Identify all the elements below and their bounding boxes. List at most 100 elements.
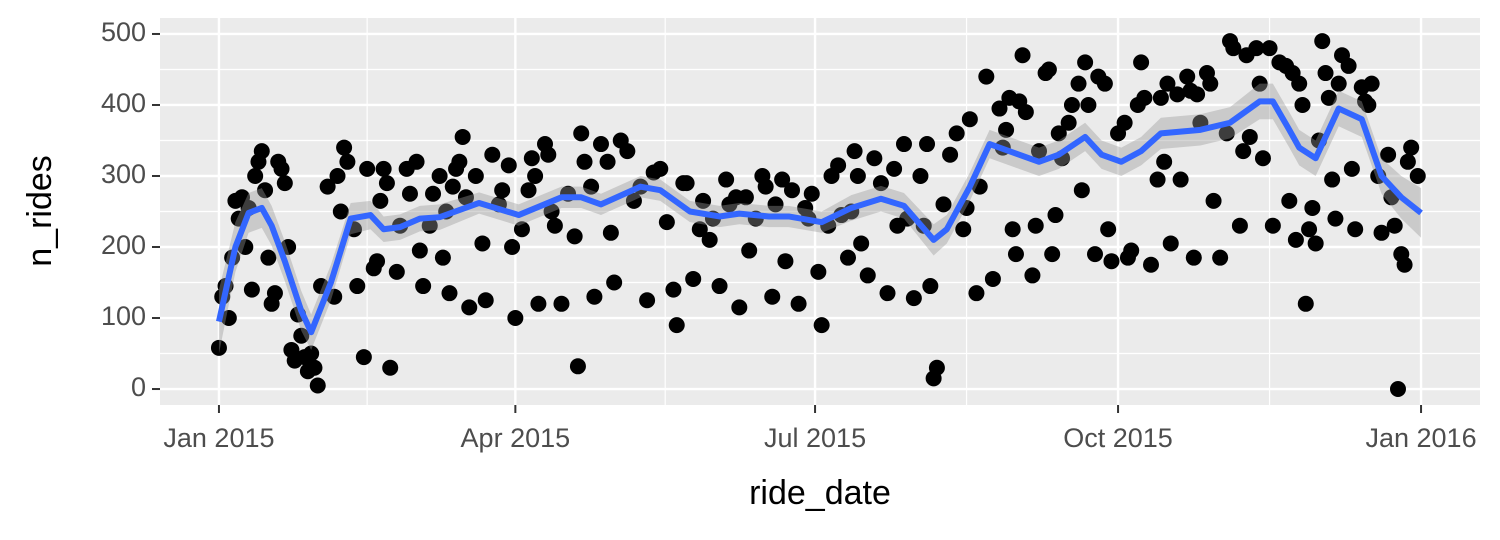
point	[441, 285, 458, 302]
point	[849, 167, 866, 184]
point	[431, 167, 448, 184]
point	[1050, 125, 1067, 142]
point	[1100, 221, 1117, 238]
point	[922, 278, 939, 295]
point	[602, 224, 619, 241]
smooth-line	[216, 98, 1423, 336]
point	[257, 182, 274, 199]
point	[1297, 295, 1314, 312]
point	[1080, 96, 1097, 113]
point	[332, 203, 349, 220]
point	[1301, 221, 1318, 238]
point	[1149, 171, 1166, 188]
point	[784, 182, 801, 199]
point	[388, 263, 405, 280]
point	[984, 270, 1001, 287]
point	[1347, 221, 1364, 238]
point	[1040, 61, 1057, 78]
y-tick-label: 400	[101, 88, 146, 118]
point	[1024, 267, 1041, 284]
point	[484, 146, 501, 163]
point	[665, 281, 682, 298]
point	[606, 274, 623, 291]
point	[408, 153, 425, 170]
point	[948, 125, 965, 142]
point	[1073, 182, 1090, 199]
point	[711, 278, 728, 295]
point	[998, 121, 1015, 138]
point	[260, 249, 277, 266]
point	[530, 295, 547, 312]
point	[866, 150, 883, 167]
point	[1225, 40, 1242, 57]
point	[566, 228, 583, 245]
point	[968, 285, 985, 302]
point	[378, 175, 395, 192]
point	[434, 249, 451, 266]
point	[942, 146, 959, 163]
point	[1014, 47, 1031, 64]
point	[415, 278, 432, 295]
y-axis-title: n_rides	[21, 155, 59, 267]
point	[1205, 192, 1222, 209]
point	[695, 192, 712, 209]
point	[764, 288, 781, 305]
point	[1189, 86, 1206, 103]
point	[879, 285, 896, 302]
point	[1077, 54, 1094, 71]
point	[935, 196, 952, 213]
x-tick-label: Jan 2016	[1365, 423, 1476, 453]
point	[520, 182, 537, 199]
point	[1330, 75, 1347, 92]
point	[369, 253, 386, 270]
point	[319, 178, 336, 195]
point	[685, 270, 702, 287]
point	[592, 136, 609, 153]
y-tick-label: 200	[101, 230, 146, 260]
point	[1179, 68, 1196, 85]
point	[586, 288, 603, 305]
point	[1123, 242, 1140, 259]
y-tick-label: 0	[131, 372, 146, 402]
point	[991, 100, 1008, 117]
point	[220, 310, 237, 327]
point	[741, 242, 758, 259]
point	[451, 153, 468, 170]
point	[326, 288, 343, 305]
point	[569, 358, 586, 375]
point	[454, 128, 471, 145]
point	[309, 377, 326, 394]
point	[1096, 75, 1113, 92]
point	[303, 345, 320, 362]
point	[978, 68, 995, 85]
point	[1386, 217, 1403, 234]
point	[1172, 171, 1189, 188]
point	[461, 299, 478, 316]
point	[243, 281, 260, 298]
point	[1281, 192, 1298, 209]
point	[839, 249, 856, 266]
point	[553, 295, 570, 312]
point	[1399, 153, 1416, 170]
point	[1317, 65, 1334, 82]
point	[1142, 256, 1159, 273]
point	[1218, 125, 1235, 142]
point	[276, 175, 293, 192]
point	[1103, 253, 1120, 270]
point	[247, 167, 264, 184]
point	[583, 178, 600, 195]
point	[1294, 96, 1311, 113]
point	[382, 359, 399, 376]
point	[1087, 246, 1103, 263]
point	[599, 153, 616, 170]
point	[1060, 114, 1077, 131]
point	[1027, 217, 1044, 234]
point	[329, 167, 346, 184]
point	[1264, 217, 1281, 234]
point	[678, 175, 695, 192]
point	[540, 146, 557, 163]
point	[1231, 217, 1248, 234]
point	[1314, 33, 1331, 50]
point	[1304, 199, 1321, 216]
point	[886, 160, 903, 177]
